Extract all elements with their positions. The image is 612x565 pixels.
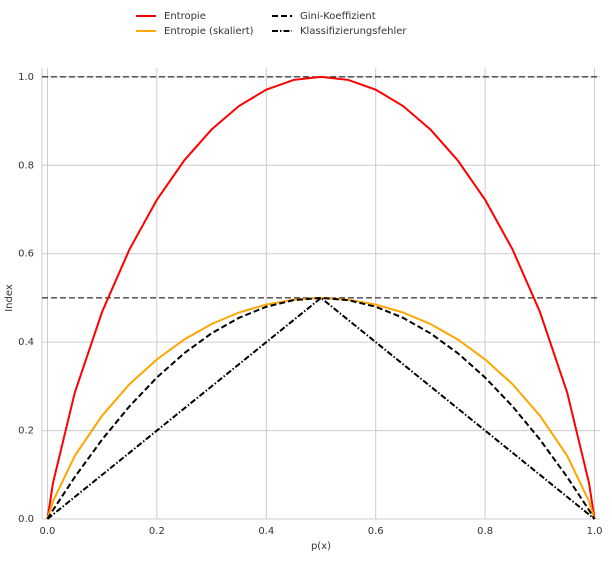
series-line [46,75,596,520]
x-tick-label: 1.0 [587,526,603,537]
x-tick-label: 0.0 [40,526,56,537]
y-axis-label: Index [4,284,15,312]
series-line [46,296,596,520]
legend-label: Entropie [164,11,206,22]
series-line [46,296,596,520]
legend-label: Klassifizierungsfehler [300,26,407,37]
x-tick-label: 0.6 [368,526,384,537]
y-tick-label: 0.6 [18,249,34,260]
y-tick-label: 1.0 [18,72,34,83]
x-tick-label: 0.4 [258,526,274,537]
x-axis-label: p(x) [311,541,331,552]
legend-label: Gini-Koeffizient [300,11,376,22]
y-tick-label: 0.0 [18,514,34,525]
x-tick-label: 0.8 [477,526,493,537]
y-tick-label: 0.8 [18,160,34,171]
y-tick-label: 0.2 [18,426,34,437]
legend-label: Entropie (skaliert) [164,26,254,37]
series-line [46,296,596,520]
y-tick-label: 0.4 [18,337,34,348]
x-tick-label: 0.2 [149,526,165,537]
